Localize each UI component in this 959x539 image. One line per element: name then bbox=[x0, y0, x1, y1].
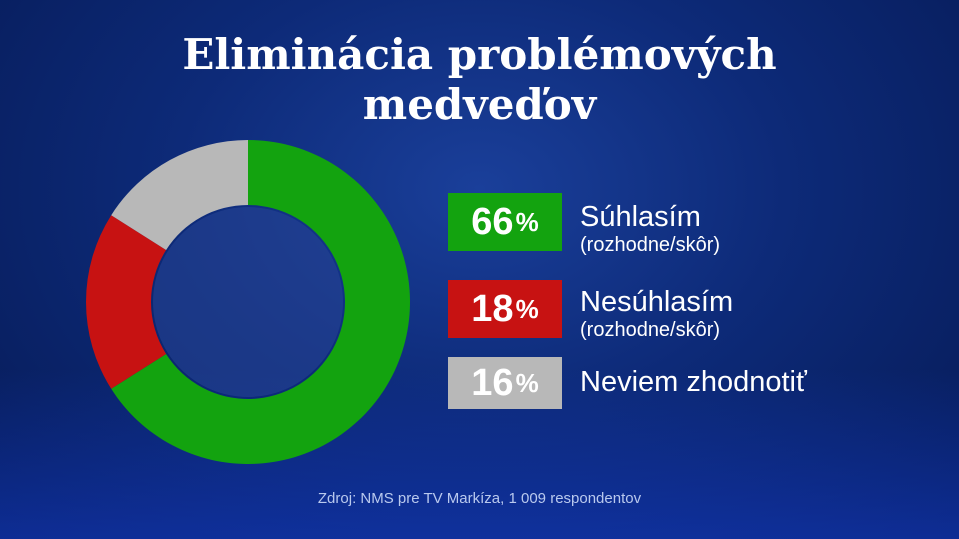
source-note: Zdroj: NMS pre TV Markíza, 1 009 respond… bbox=[317, 490, 642, 507]
slice-dontknow bbox=[111, 140, 248, 251]
value-agree: 66 bbox=[471, 200, 514, 243]
label-disagree-group: Nesúhlasím (rozhodne/skôr) bbox=[580, 286, 733, 342]
slice-agree bbox=[111, 140, 410, 464]
label-agree: Súhlasím bbox=[580, 201, 701, 233]
unit-dontknow: % bbox=[515, 367, 539, 398]
slice-disagree bbox=[86, 215, 167, 389]
donut-chart bbox=[86, 140, 410, 464]
title-line-1: Eliminácia problémových bbox=[182, 30, 777, 79]
title-line-2: medveďov bbox=[362, 80, 597, 129]
sublabel-disagree: (rozhodne/skôr) bbox=[580, 319, 721, 341]
value-disagree: 18 bbox=[471, 287, 514, 330]
sublabel-agree: (rozhodne/skôr) bbox=[580, 234, 721, 256]
value-dontknow: 16 bbox=[471, 361, 514, 404]
label-dontknow-group: Neviem zhodnotiť bbox=[580, 366, 807, 398]
unit-agree: % bbox=[515, 206, 539, 237]
label-agree-group: Súhlasím (rozhodne/skôr) bbox=[580, 201, 720, 257]
chart-title: Eliminácia problémových medveďov bbox=[0, 30, 959, 130]
unit-disagree: % bbox=[515, 293, 539, 324]
badge-dontknow: 16% bbox=[448, 357, 562, 409]
label-dontknow: Neviem zhodnotiť bbox=[580, 366, 807, 398]
badge-agree: 66% bbox=[448, 193, 562, 251]
label-disagree: Nesúhlasím bbox=[580, 286, 734, 318]
badge-disagree: 18% bbox=[448, 280, 562, 338]
bear-photo-area bbox=[153, 207, 343, 397]
